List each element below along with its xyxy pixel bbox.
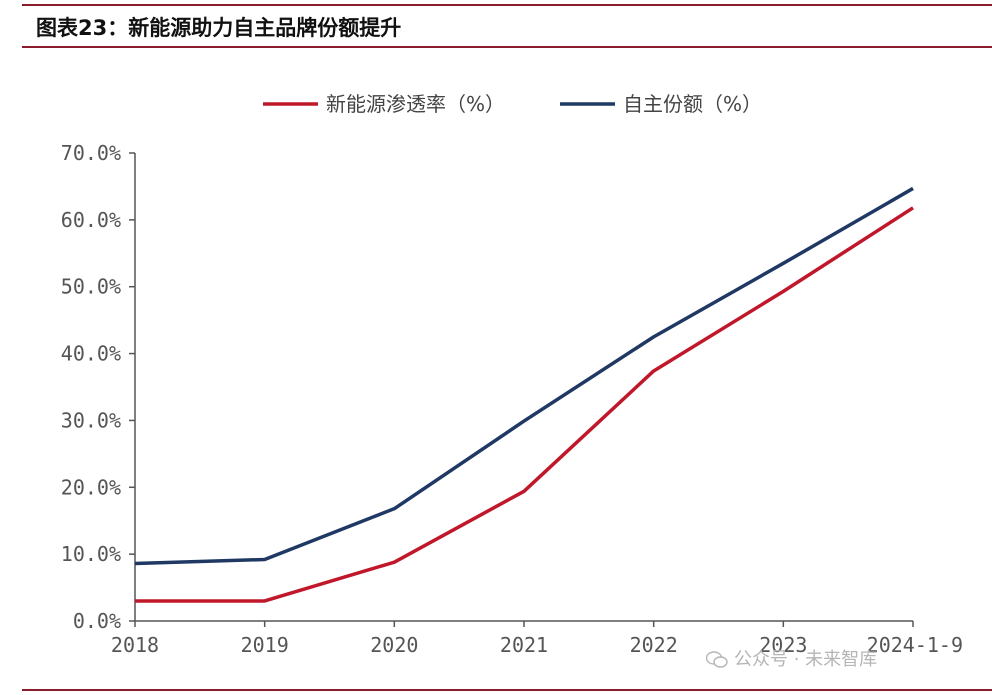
- series-lines: [134, 186, 914, 603]
- wechat-icon: [706, 651, 728, 668]
- chart-title: 图表23：新能源助力自主品牌份额提升: [36, 16, 402, 40]
- y-axis-ticks: 0.0% 10.0% 20.0% 30.0% 40.0% 50.0% 60.0% 70.0%: [61, 141, 135, 633]
- legend-label-2: 自主份额（%）: [623, 92, 762, 116]
- x-tick-label: 2019: [241, 633, 289, 657]
- y-tick-label: 20.0%: [61, 475, 121, 499]
- y-tick-label: 30.0%: [61, 408, 121, 432]
- watermark: 公众号 · 未来智库: [706, 645, 877, 671]
- legend-label-1: 新能源渗透率（%）: [326, 92, 505, 116]
- x-tick-label: 2021: [500, 633, 548, 657]
- series-line-1: [135, 206, 914, 603]
- watermark-text: 公众号 · 未来智库: [734, 649, 878, 670]
- x-tick-label: 2024-1-9: [867, 633, 963, 657]
- y-tick-label: 50.0%: [61, 275, 121, 299]
- y-tick-label: 0.0%: [73, 609, 121, 633]
- y-tick-label: 60.0%: [61, 208, 121, 232]
- series-line-2: [134, 186, 914, 566]
- x-tick-label: 2022: [630, 633, 678, 657]
- x-tick-label: 2018: [111, 633, 159, 657]
- top-rule: [22, 4, 992, 6]
- axes: [134, 153, 913, 622]
- legend: 新能源渗透率（%） 自主份额（%）: [263, 92, 762, 116]
- y-tick-label: 10.0%: [61, 542, 121, 566]
- y-tick-label: 40.0%: [61, 342, 121, 366]
- title-rule: [22, 46, 992, 48]
- x-axis-ticks: 2018 2019 2020 2021 2022 2023 2024-1-9: [111, 621, 963, 657]
- x-tick-label: 2023: [759, 633, 807, 657]
- bottom-rule: [22, 689, 992, 691]
- x-tick-label: 2020: [370, 633, 418, 657]
- y-tick-label: 70.0%: [61, 141, 121, 165]
